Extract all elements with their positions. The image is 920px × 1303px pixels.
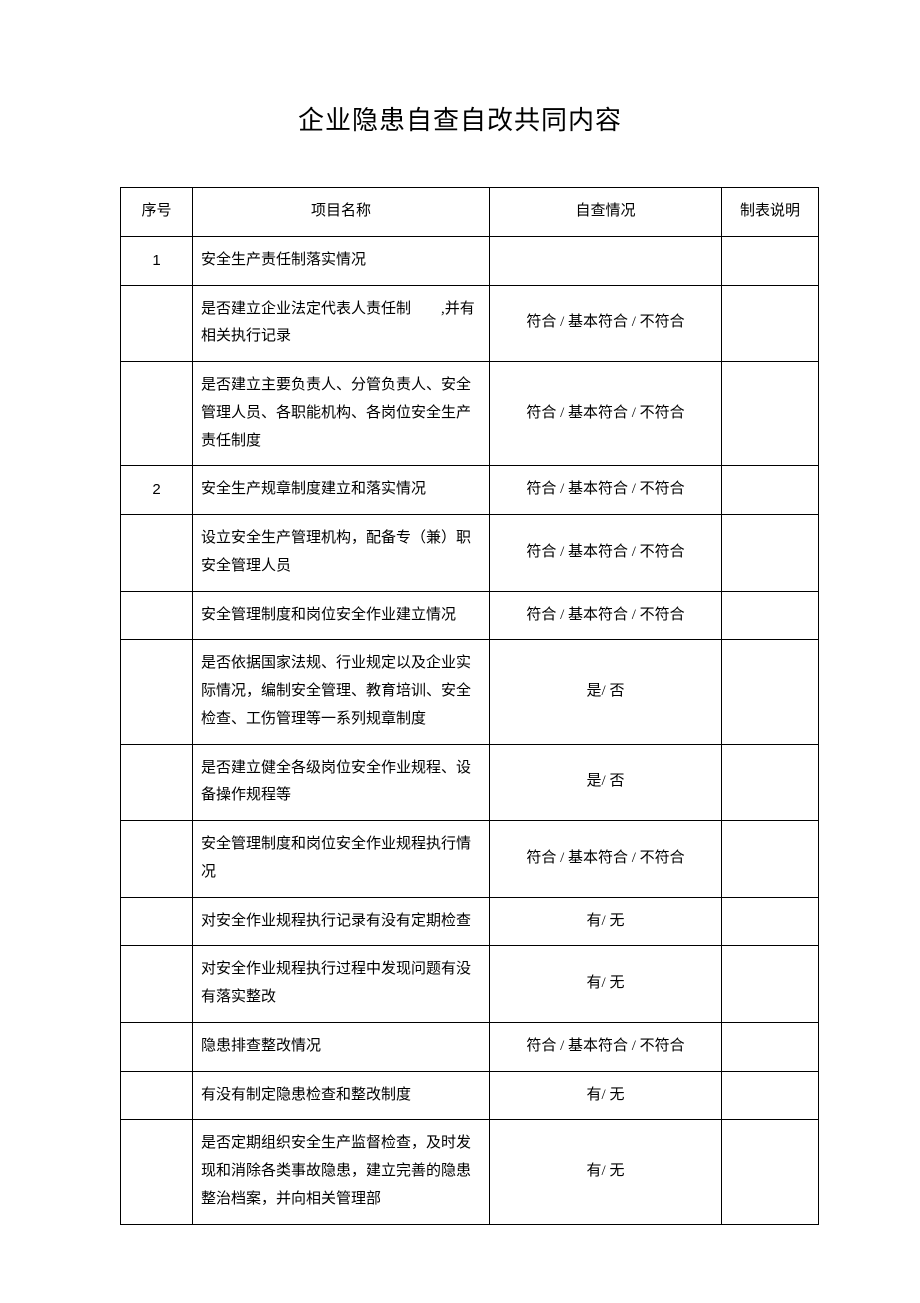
cell-item: 是否建立主要负责人、分管负责人、安全管理人员、各职能机构、各岗位安全生产责任制度 [193,362,490,466]
table-row: 有没有制定隐患检查和整改制度 有/ 无 [121,1071,819,1120]
cell-seq [121,1071,193,1120]
cell-item: 对安全作业规程执行过程中发现问题有没有落实整改 [193,946,490,1023]
cell-seq [121,1120,193,1224]
cell-status: 有/ 无 [490,1071,722,1120]
cell-status: 有/ 无 [490,897,722,946]
cell-status: 符合 / 基本符合 / 不符合 [490,285,722,362]
table-row: 是否建立企业法定代表人责任制 ,并有相关执行记录 符合 / 基本符合 / 不符合 [121,285,819,362]
cell-seq [121,821,193,898]
cell-item: 隐患排查整改情况 [193,1022,490,1071]
cell-note [722,285,819,362]
cell-item: 是否建立健全各级岗位安全作业规程、设备操作规程等 [193,744,490,821]
table-row: 是否依据国家法规、行业规定以及企业实际情况，编制安全管理、教育培训、安全检查、工… [121,640,819,744]
cell-note [722,946,819,1023]
cell-item: 安全管理制度和岗位安全作业规程执行情况 [193,821,490,898]
table-row: 安全管理制度和岗位安全作业建立情况 符合 / 基本符合 / 不符合 [121,591,819,640]
document-page: 企业隐患自查自改共同内容 序号 项目名称 自查情况 制表说明 1 安全生产责任制… [0,0,920,1285]
checklist-table: 序号 项目名称 自查情况 制表说明 1 安全生产责任制落实情况 是否建立企业法定… [120,187,819,1225]
cell-seq [121,591,193,640]
cell-note [722,821,819,898]
col-header-item: 项目名称 [193,188,490,237]
table-row: 2 安全生产规章制度建立和落实情况 符合 / 基本符合 / 不符合 [121,466,819,515]
cell-note [722,1120,819,1224]
cell-seq [121,285,193,362]
cell-item: 是否定期组织安全生产监督检查，及时发现和消除各类事故隐患，建立完善的隐患整治档案… [193,1120,490,1224]
cell-note [722,1071,819,1120]
cell-status: 符合 / 基本符合 / 不符合 [490,515,722,592]
cell-seq [121,744,193,821]
cell-seq [121,362,193,466]
cell-note [722,236,819,285]
cell-note [722,515,819,592]
cell-note [722,897,819,946]
cell-item: 是否建立企业法定代表人责任制 ,并有相关执行记录 [193,285,490,362]
cell-item: 安全生产规章制度建立和落实情况 [193,466,490,515]
cell-status: 有/ 无 [490,946,722,1023]
cell-status: 符合 / 基本符合 / 不符合 [490,821,722,898]
table-row: 对安全作业规程执行过程中发现问题有没有落实整改 有/ 无 [121,946,819,1023]
cell-note [722,1022,819,1071]
cell-note [722,640,819,744]
cell-item: 设立安全生产管理机构，配备专（兼）职安全管理人员 [193,515,490,592]
cell-seq [121,1022,193,1071]
cell-status: 符合 / 基本符合 / 不符合 [490,1022,722,1071]
cell-item: 安全管理制度和岗位安全作业建立情况 [193,591,490,640]
cell-seq [121,640,193,744]
cell-seq [121,515,193,592]
col-header-note: 制表说明 [722,188,819,237]
page-title: 企业隐患自查自改共同内容 [120,100,800,137]
cell-note [722,744,819,821]
table-row: 设立安全生产管理机构，配备专（兼）职安全管理人员 符合 / 基本符合 / 不符合 [121,515,819,592]
cell-status: 符合 / 基本符合 / 不符合 [490,466,722,515]
cell-status: 有/ 无 [490,1120,722,1224]
table-row: 安全管理制度和岗位安全作业规程执行情况 符合 / 基本符合 / 不符合 [121,821,819,898]
cell-seq: 2 [121,466,193,515]
cell-item: 安全生产责任制落实情况 [193,236,490,285]
cell-item: 有没有制定隐患检查和整改制度 [193,1071,490,1120]
cell-note [722,362,819,466]
table-row: 隐患排查整改情况 符合 / 基本符合 / 不符合 [121,1022,819,1071]
cell-seq [121,897,193,946]
table-row: 是否建立主要负责人、分管负责人、安全管理人员、各职能机构、各岗位安全生产责任制度… [121,362,819,466]
cell-seq [121,946,193,1023]
table-row: 对安全作业规程执行记录有没有定期检查 有/ 无 [121,897,819,946]
cell-status: 符合 / 基本符合 / 不符合 [490,591,722,640]
table-row: 1 安全生产责任制落实情况 [121,236,819,285]
col-header-seq: 序号 [121,188,193,237]
cell-note [722,466,819,515]
cell-status [490,236,722,285]
table-row: 是否定期组织安全生产监督检查，及时发现和消除各类事故隐患，建立完善的隐患整治档案… [121,1120,819,1224]
cell-status: 是/ 否 [490,640,722,744]
cell-status: 是/ 否 [490,744,722,821]
cell-note [722,591,819,640]
table-row: 是否建立健全各级岗位安全作业规程、设备操作规程等 是/ 否 [121,744,819,821]
cell-item: 是否依据国家法规、行业规定以及企业实际情况，编制安全管理、教育培训、安全检查、工… [193,640,490,744]
cell-status: 符合 / 基本符合 / 不符合 [490,362,722,466]
table-header-row: 序号 项目名称 自查情况 制表说明 [121,188,819,237]
cell-seq: 1 [121,236,193,285]
cell-item: 对安全作业规程执行记录有没有定期检查 [193,897,490,946]
col-header-status: 自查情况 [490,188,722,237]
